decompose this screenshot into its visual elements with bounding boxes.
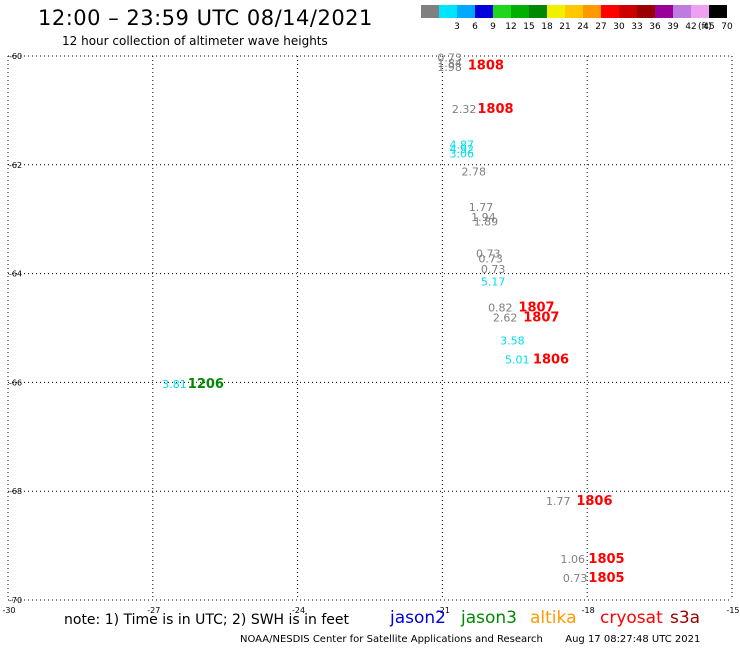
observation-time-code: 1807 (518, 301, 554, 316)
wave-height-value: 3.58 (500, 334, 525, 347)
color-scale-units: (ft) (698, 22, 712, 32)
wave-height-value: 0.73 (481, 263, 506, 276)
scale-swatch-label: 15 (523, 22, 535, 32)
legend-item-s3a: s3a (670, 608, 701, 628)
latitude-tick-label: -70 (9, 596, 22, 605)
latitude-tick-label: -66 (9, 378, 22, 387)
scale-swatch-label: 39 (667, 22, 679, 32)
longitude-tick-label: -27 (147, 606, 160, 615)
wave-height-value: 1.98 (437, 61, 462, 74)
observation-time-code: 1805 (588, 571, 624, 586)
wave-height-value: 4.87 (449, 138, 474, 151)
scale-swatch (547, 5, 565, 18)
scale-swatch-label: 9 (490, 22, 496, 32)
legend-item-altika: altika (530, 608, 577, 628)
scale-swatch-label: 30 (613, 22, 625, 32)
generated-timestamp: Aug 17 08:27:48 UTC 2021 (565, 634, 701, 645)
scale-swatch (475, 5, 493, 18)
scale-swatch-label: 36 (649, 22, 661, 32)
observation-time-code: 1805 (588, 552, 624, 567)
scale-swatch-label: 45 (703, 22, 715, 32)
wave-height-value: 1.94 (471, 211, 496, 224)
observation-time-code: 1808 (468, 59, 504, 74)
longitude-tick-label: -18 (582, 606, 595, 615)
longitude-tick-label: -24 (292, 606, 305, 615)
scale-swatch (691, 5, 709, 18)
scale-swatch-label: 24 (577, 22, 589, 32)
legend-item-jason3: jason3 (461, 608, 517, 628)
latitude-tick-label: -64 (9, 270, 22, 279)
scale-swatch-label: 70 (721, 22, 733, 32)
wave-height-value: 0.82 (488, 302, 513, 315)
wave-height-value: 3.81 (162, 378, 187, 391)
wave-height-value: 2.62 (493, 311, 518, 324)
wave-height-value: 0.73 (563, 572, 588, 585)
scale-swatch (655, 5, 673, 18)
latitude-tick-label: -68 (9, 487, 22, 496)
scale-swatch-label: 27 (595, 22, 607, 32)
observation-time-code: 1806 (533, 352, 569, 367)
wave-height-value: 0.73 (437, 51, 462, 64)
scale-swatch (511, 5, 529, 18)
scale-swatch (439, 5, 457, 18)
legend-item-jason2: jason2 (390, 608, 446, 628)
scale-swatch (457, 5, 475, 18)
wave-height-value: 1.84 (437, 57, 462, 70)
scale-swatch (565, 5, 583, 18)
footer-note: note: 1) Time is in UTC; 2) SWH is in fe… (64, 612, 350, 628)
longitude-tick-label: -30 (2, 606, 15, 615)
wave-height-value: 5.17 (481, 276, 506, 289)
observation-time-code: 1808 (477, 102, 513, 117)
scale-swatch (583, 5, 601, 18)
wave-height-value: 5.01 (505, 353, 530, 366)
page-title: 12:00 – 23:59 UTC 08/14/2021 (38, 6, 373, 30)
wave-height-value: 1.77 (469, 201, 494, 214)
scale-swatch (619, 5, 637, 18)
longitude-tick-label: -21 (437, 606, 450, 615)
credit-text: NOAA/NESDIS Center for Satellite Applica… (240, 634, 543, 645)
observation-time-code: 1807 (523, 310, 559, 325)
wave-height-value: 3.06 (449, 148, 474, 161)
wave-height-value: 2.78 (462, 166, 487, 179)
page-subtitle: 12 hour collection of altimeter wave hei… (62, 34, 328, 48)
scale-swatch-label: 42 (685, 22, 697, 32)
scale-swatch (709, 5, 727, 18)
scale-swatch-label: 3 (454, 22, 460, 32)
legend-item-cryosat: cryosat (600, 608, 663, 628)
map-grid (7, 55, 733, 601)
scale-swatch-label: 12 (505, 22, 517, 32)
wave-height-value: 0.73 (478, 253, 503, 266)
scale-swatch (421, 5, 439, 18)
scale-swatch (493, 5, 511, 18)
footer-credit: NOAA/NESDIS Center for Satellite Applica… (240, 634, 700, 645)
wave-height-value: 0.73 (476, 247, 501, 260)
wave-height-value: 1.06 (560, 553, 585, 566)
wave-height-value: 1.77 (546, 495, 571, 508)
map-tick-labels: -30 -27 -24 -21 -18 -15 -60 -62 -64 -66 -68 -70 (2, 52, 739, 615)
scale-swatch-label: 6 (472, 22, 478, 32)
scale-swatch (601, 5, 619, 18)
scale-swatch-label: 18 (541, 22, 553, 32)
wave-height-value: 4.92 (449, 143, 474, 156)
scale-swatch-label: 33 (631, 22, 643, 32)
observation-time-code: 1206 (188, 377, 224, 392)
latitude-tick-label: -62 (9, 161, 22, 170)
scale-swatch (637, 5, 655, 18)
latitude-tick-label: -60 (9, 52, 22, 61)
longitude-tick-label: -15 (726, 606, 739, 615)
scale-swatch (673, 5, 691, 18)
scale-swatch (529, 5, 547, 18)
wave-height-value: 2.32 (452, 103, 477, 116)
scale-swatch-label: 21 (559, 22, 571, 32)
observation-time-code: 1806 (576, 494, 612, 509)
wave-height-value: 1.89 (474, 216, 499, 229)
